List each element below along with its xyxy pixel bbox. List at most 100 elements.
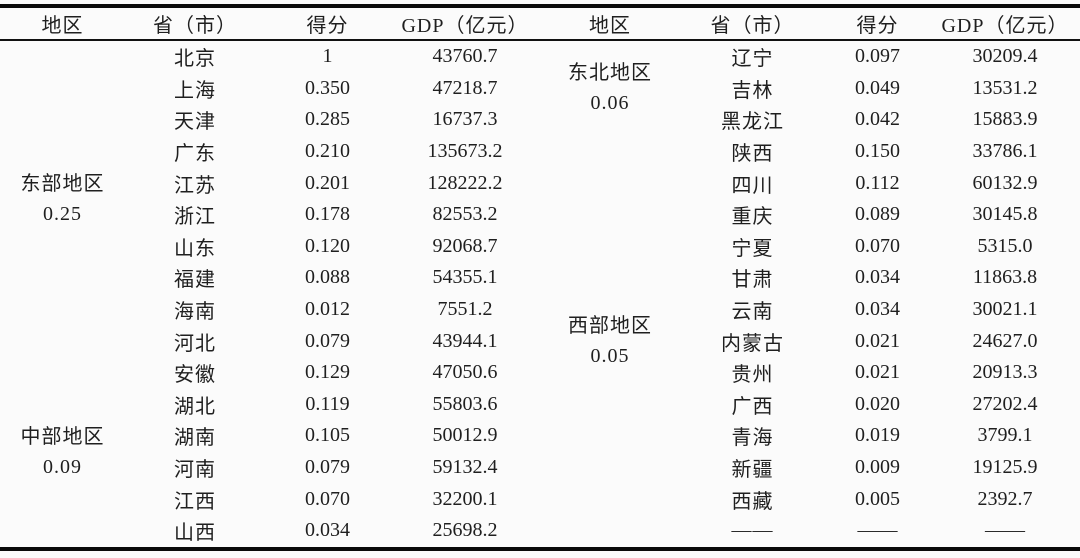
table-row: 河北 0.079 43944.1 内蒙古 0.021 24627.0 [0, 325, 1080, 357]
region-cell-central: 中部地区 0.09 [0, 357, 125, 549]
gdp-cell: 20913.3 [972, 361, 1038, 384]
table-row: 福建 0.088 54355.1 甘肃 0.034 11863.8 [0, 262, 1080, 294]
gdp-cell: 47218.7 [432, 76, 498, 99]
gdp-cell: 5315.0 [977, 234, 1033, 257]
table-row: 天津 0.285 16737.3 黑龙江 0.042 15883.9 [0, 104, 1080, 136]
gdp-cell: 30021.1 [972, 298, 1038, 321]
score-cell: 0.089 [855, 203, 900, 226]
gdp-cell: 27202.4 [972, 392, 1038, 415]
table-row: 中部地区 0.09 安徽 0.129 47050.6 贵州 0.021 2091… [0, 357, 1080, 477]
score-cell: 0.210 [305, 140, 350, 163]
province-cell: 北京 [174, 48, 216, 71]
gdp-cell: 59132.4 [432, 456, 498, 479]
header-gdp-left: GDP（亿元） [401, 15, 529, 37]
region-name: 中部地区 [20, 425, 105, 448]
table-row: 江苏 0.201 128222.2 四川 0.112 60132.9 [0, 167, 1080, 199]
gdp-cell: 60132.9 [972, 171, 1038, 194]
score-cell: 0.042 [855, 108, 900, 131]
score-cell: 0.034 [305, 519, 350, 542]
gdp-cell: 30209.4 [972, 45, 1038, 68]
gdp-cell: 43760.7 [432, 45, 498, 68]
gdp-cell: 92068.7 [432, 234, 498, 257]
header-province-right: 省（市） [710, 15, 795, 37]
region-cell-east: 东部地区 0.25 [0, 40, 125, 357]
gdp-cell: 13531.2 [972, 76, 1038, 99]
table-row: 河南 0.079 59132.4 新疆 0.009 19125.9 [0, 452, 1080, 484]
province-cell: 江西 [174, 490, 216, 513]
score-cell: 0.129 [305, 361, 350, 384]
score-cell-empty: —— [857, 519, 898, 542]
table-row: 东部地区 0.25 北京 1 43760.7 东北地区 0.06 辽宁 0.09… [0, 40, 1080, 225]
score-cell: 0.150 [855, 140, 900, 163]
header-region-left: 地区 [41, 15, 84, 37]
score-cell: 0.021 [855, 329, 900, 352]
table-row: 上海 0.350 47218.7 吉林 0.049 13531.2 [0, 73, 1080, 105]
regional-gdp-score-table: 地区 省（市） 得分 GDP（亿元） 地区 省（市） 得分 GDP（亿元） 东部… [0, 4, 1080, 551]
score-cell: 0.005 [855, 487, 900, 510]
gdp-cell: 25698.2 [432, 519, 498, 542]
gdp-cell: 24627.0 [972, 329, 1038, 352]
score-cell: 0.119 [305, 392, 350, 415]
score-cell: 0.079 [305, 329, 350, 352]
score-cell: 0.070 [305, 487, 350, 510]
province-cell-empty: —— [731, 519, 774, 542]
table-row: 海南 0.012 7551.2 云南 0.034 30021.1 [0, 294, 1080, 326]
score-cell: 0.012 [305, 298, 350, 321]
score-cell: 0.097 [855, 45, 900, 68]
region-score: 0.06 [590, 92, 630, 115]
gdp-cell: 16737.3 [432, 108, 498, 131]
table-row: 浙江 0.178 82553.2 重庆 0.089 30145.8 [0, 199, 1080, 231]
gdp-cell: 55803.6 [432, 392, 498, 415]
region-score: 0.09 [43, 455, 82, 478]
gdp-cell-empty: —— [985, 519, 1025, 542]
header-region-right: 地区 [589, 15, 631, 37]
gdp-cell: 43944.1 [432, 329, 498, 352]
header-score-left: 得分 [306, 15, 349, 37]
gdp-cell: 128222.2 [427, 171, 503, 194]
province-cell: 山西 [174, 522, 216, 545]
score-cell: 0.120 [305, 234, 350, 257]
province-cell: 河北 [174, 332, 216, 355]
region-name: 西部地区 [568, 315, 652, 338]
score-cell: 0.049 [855, 76, 900, 99]
gdp-cell: 19125.9 [972, 456, 1038, 479]
province-cell: 辽宁 [731, 48, 774, 71]
table-row: 山东 0.120 92068.7 宁夏 0.070 5315.0 [0, 231, 1080, 263]
gdp-cell: 135673.2 [427, 140, 503, 163]
gdp-cell: 30145.8 [972, 203, 1038, 226]
province-cell: 湖南 [174, 427, 216, 450]
province-cell: 陕西 [731, 143, 774, 166]
header-province-left: 省（市） [153, 15, 237, 37]
header-row: 地区 省（市） 得分 GDP（亿元） 地区 省（市） 得分 GDP（亿元） [0, 6, 1080, 40]
score-cell: 0.070 [855, 234, 900, 257]
score-cell: 0.285 [305, 108, 350, 131]
region-name: 东北地区 [568, 62, 652, 85]
gdp-cell: 15883.9 [972, 108, 1038, 131]
province-cell: 河南 [174, 459, 216, 482]
province-cell: 内蒙古 [721, 332, 784, 355]
gdp-cell: 3799.1 [977, 424, 1033, 447]
gdp-cell: 50012.9 [432, 424, 498, 447]
gdp-cell: 33786.1 [972, 140, 1038, 163]
province-cell: 贵州 [731, 364, 774, 387]
province-cell: 浙江 [174, 206, 216, 229]
gdp-cell: 11863.8 [972, 266, 1038, 289]
header-gdp-right: GDP（亿元） [941, 15, 1069, 37]
header-score-right: 得分 [856, 15, 899, 37]
province-cell: 黑龙江 [721, 111, 784, 134]
province-cell: 青海 [731, 427, 774, 450]
province-cell: 上海 [174, 79, 216, 102]
score-cell: 0.020 [855, 392, 900, 415]
province-cell: 安徽 [174, 364, 216, 387]
table-row: 湖北 0.119 55803.6 广西 0.020 27202.4 [0, 389, 1080, 421]
province-cell: 吉林 [731, 79, 774, 102]
province-cell: 云南 [731, 301, 774, 324]
province-cell: 新疆 [731, 459, 774, 482]
province-cell: 湖北 [174, 395, 216, 418]
score-cell: 0.021 [855, 361, 900, 384]
province-cell: 海南 [174, 301, 216, 324]
table-row: 江西 0.070 32200.1 西藏 0.005 2392.7 [0, 483, 1080, 515]
province-cell: 西藏 [731, 490, 774, 513]
table-row: 山西 0.034 25698.2 —— —— —— [0, 515, 1080, 549]
province-cell: 重庆 [731, 206, 774, 229]
